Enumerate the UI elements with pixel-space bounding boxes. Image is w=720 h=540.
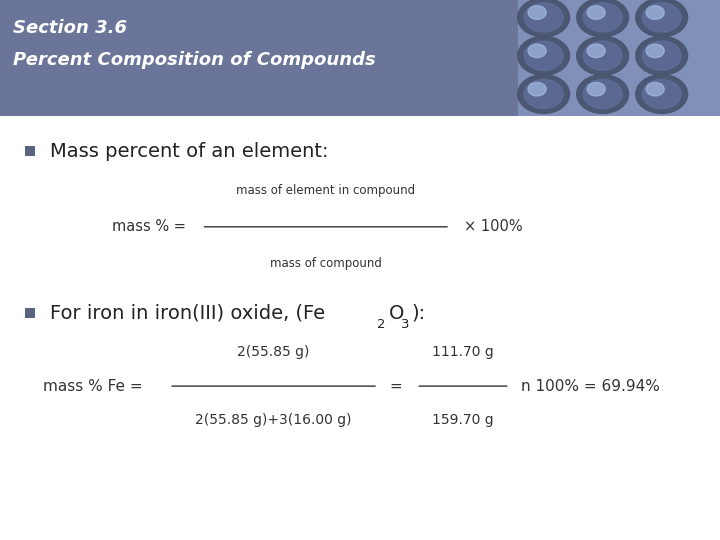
- Text: Mass percent of an element:: Mass percent of an element:: [50, 141, 328, 161]
- Circle shape: [583, 79, 622, 109]
- Circle shape: [524, 79, 563, 109]
- Circle shape: [587, 83, 606, 96]
- Text: mass % Fe =: mass % Fe =: [43, 379, 148, 394]
- Circle shape: [583, 41, 622, 70]
- Bar: [518, 0, 720, 116]
- Text: n 100% = 69.94%: n 100% = 69.94%: [521, 379, 660, 394]
- Circle shape: [587, 44, 606, 58]
- Circle shape: [642, 41, 681, 70]
- Circle shape: [636, 75, 688, 113]
- Text: Section 3.6: Section 3.6: [13, 19, 127, 37]
- Circle shape: [642, 79, 681, 109]
- Circle shape: [646, 83, 665, 96]
- Circle shape: [528, 83, 546, 96]
- Text: For iron in iron(III) oxide, (Fe: For iron in iron(III) oxide, (Fe: [50, 303, 325, 323]
- Circle shape: [636, 0, 688, 37]
- Circle shape: [642, 3, 681, 32]
- Text: 3: 3: [401, 318, 410, 330]
- Text: 2(55.85 g): 2(55.85 g): [238, 345, 310, 359]
- Text: 2: 2: [377, 318, 386, 330]
- Text: Percent Composition of Compounds: Percent Composition of Compounds: [13, 51, 376, 69]
- Circle shape: [646, 6, 665, 19]
- Bar: [0, 0, 720, 116]
- Circle shape: [583, 3, 622, 32]
- Text: × 100%: × 100%: [464, 219, 523, 234]
- Text: 159.70 g: 159.70 g: [432, 413, 494, 427]
- Circle shape: [518, 0, 570, 37]
- Text: mass of element in compound: mass of element in compound: [236, 184, 415, 197]
- Text: 111.70 g: 111.70 g: [432, 345, 494, 359]
- Circle shape: [577, 0, 629, 37]
- Circle shape: [577, 36, 629, 75]
- Text: O: O: [389, 303, 404, 323]
- Text: ):: ):: [411, 303, 426, 323]
- Circle shape: [587, 6, 606, 19]
- Circle shape: [524, 3, 563, 32]
- Text: =: =: [390, 379, 402, 394]
- Circle shape: [528, 6, 546, 19]
- Bar: [25, 308, 35, 318]
- Circle shape: [577, 75, 629, 113]
- Text: 2(55.85 g)+3(16.00 g): 2(55.85 g)+3(16.00 g): [195, 413, 352, 427]
- Text: mass of compound: mass of compound: [270, 256, 382, 269]
- Circle shape: [518, 75, 570, 113]
- Bar: [25, 146, 35, 156]
- Circle shape: [524, 41, 563, 70]
- Text: mass % =: mass % =: [112, 219, 190, 234]
- Circle shape: [646, 44, 665, 58]
- Circle shape: [528, 44, 546, 58]
- Circle shape: [518, 36, 570, 75]
- Circle shape: [636, 36, 688, 75]
